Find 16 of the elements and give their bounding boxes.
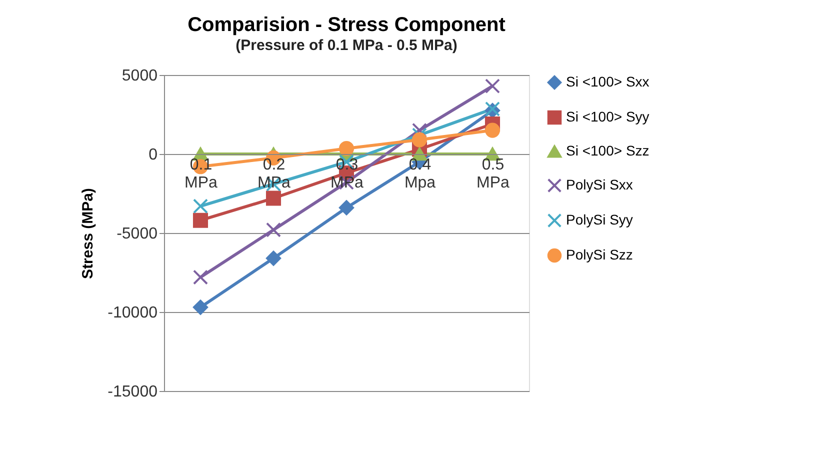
- chart-subtitle: (Pressure of 0.1 MPa - 0.5 MPa): [236, 37, 458, 54]
- y-tick-label: 0: [148, 146, 158, 164]
- legend-label: PolySi Szz: [566, 246, 633, 262]
- x-tick-label: 0.5 MPa: [476, 156, 510, 192]
- y-tick-label: -10000: [108, 304, 158, 322]
- y-tick-label: 5000: [122, 68, 158, 84]
- chart-title: Comparision - Stress Component: [188, 14, 506, 36]
- legend-label: Si <100> Szz: [566, 142, 650, 158]
- y-axis-title: Stress (MPa): [80, 188, 97, 279]
- legend-label: Si <100> Sxx: [566, 74, 650, 90]
- legend-label: PolySi Sxx: [566, 176, 633, 192]
- y-tick-label: -5000: [116, 226, 158, 242]
- legend-label: Si <100> Syy: [566, 108, 650, 124]
- legend-label: PolySi Syy: [566, 212, 633, 228]
- x-tick-label: 0.4 Mpa: [404, 156, 436, 192]
- y-tick-label: -15000: [108, 384, 158, 400]
